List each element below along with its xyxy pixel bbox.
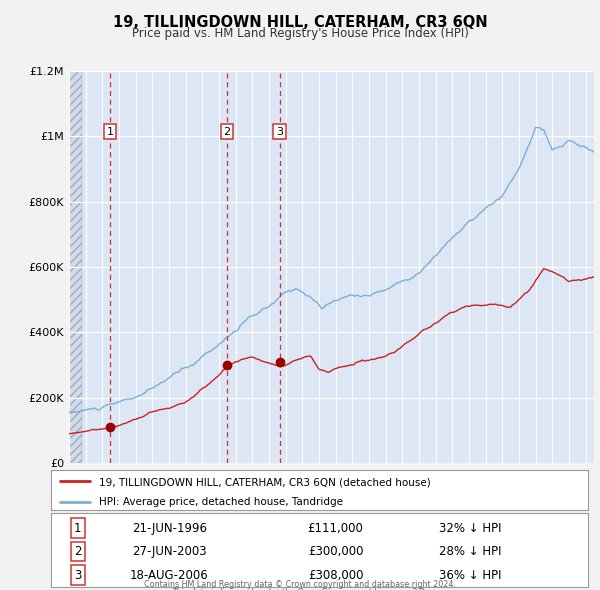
Text: 28% ↓ HPI: 28% ↓ HPI bbox=[439, 545, 501, 558]
Text: 32% ↓ HPI: 32% ↓ HPI bbox=[439, 522, 501, 535]
Text: Price paid vs. HM Land Registry's House Price Index (HPI): Price paid vs. HM Land Registry's House … bbox=[131, 27, 469, 40]
Text: 21-JUN-1996: 21-JUN-1996 bbox=[131, 522, 206, 535]
Text: 3: 3 bbox=[74, 569, 82, 582]
Text: 2: 2 bbox=[223, 127, 230, 137]
Text: £300,000: £300,000 bbox=[308, 545, 364, 558]
Bar bbox=[69, 71, 82, 463]
Text: 19, TILLINGDOWN HILL, CATERHAM, CR3 6QN: 19, TILLINGDOWN HILL, CATERHAM, CR3 6QN bbox=[113, 15, 487, 30]
Text: This data is licensed under the Open Government Licence v3.0.: This data is licensed under the Open Gov… bbox=[172, 588, 428, 590]
Text: Contains HM Land Registry data © Crown copyright and database right 2024.: Contains HM Land Registry data © Crown c… bbox=[144, 581, 456, 589]
Text: 19, TILLINGDOWN HILL, CATERHAM, CR3 6QN (detached house): 19, TILLINGDOWN HILL, CATERHAM, CR3 6QN … bbox=[100, 477, 431, 487]
Text: 18-AUG-2006: 18-AUG-2006 bbox=[130, 569, 209, 582]
Text: 36% ↓ HPI: 36% ↓ HPI bbox=[439, 569, 501, 582]
Text: £111,000: £111,000 bbox=[308, 522, 364, 535]
Text: £308,000: £308,000 bbox=[308, 569, 364, 582]
Bar bbox=[69, 71, 82, 463]
Text: 2: 2 bbox=[74, 545, 82, 558]
Text: 1: 1 bbox=[74, 522, 82, 535]
Text: 27-JUN-2003: 27-JUN-2003 bbox=[132, 545, 206, 558]
Text: 3: 3 bbox=[276, 127, 283, 137]
Text: 1: 1 bbox=[107, 127, 113, 137]
Text: HPI: Average price, detached house, Tandridge: HPI: Average price, detached house, Tand… bbox=[100, 497, 343, 507]
